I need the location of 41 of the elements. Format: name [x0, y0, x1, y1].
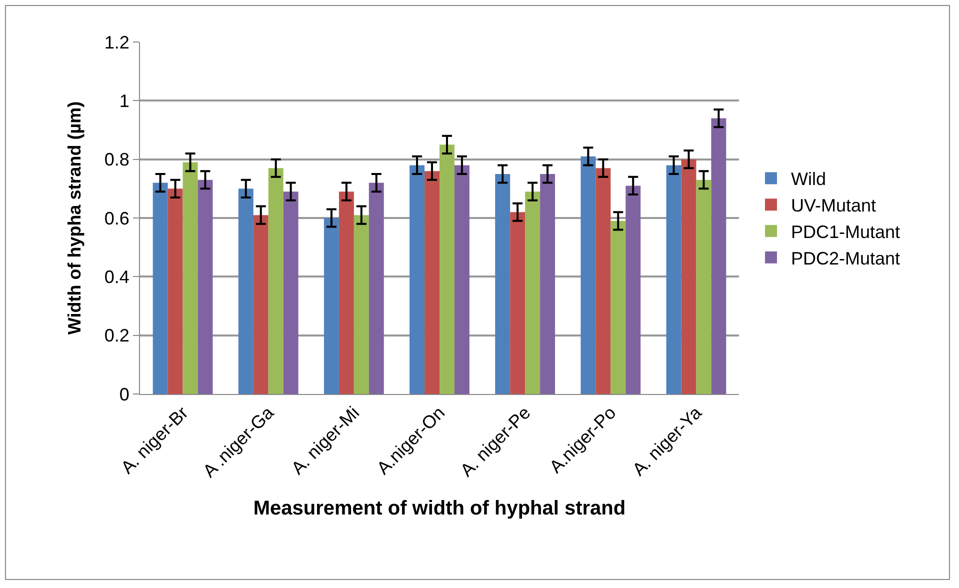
bar — [454, 165, 470, 394]
y-tick-label: 0 — [119, 384, 130, 404]
bar — [681, 159, 696, 394]
legend-label: UV-Mutant — [790, 196, 876, 216]
bar — [354, 215, 369, 394]
legend-label: PDC1-Mutant — [790, 222, 900, 242]
y-tick-label: 0.6 — [104, 208, 130, 228]
bar — [338, 192, 354, 394]
bar — [510, 212, 526, 394]
bar — [666, 165, 682, 394]
y-tick-label: 0.2 — [104, 326, 130, 346]
y-tick-label: 0.8 — [104, 150, 130, 170]
bar — [626, 186, 641, 394]
bar — [283, 192, 298, 394]
y-tick-label: 0.4 — [104, 266, 130, 287]
legend-label: PDC2-Mutant — [790, 248, 900, 268]
bar — [324, 218, 339, 394]
bar — [152, 182, 168, 394]
y-tick-label: 1 — [119, 90, 130, 111]
bar — [424, 171, 440, 394]
bar — [610, 220, 626, 394]
y-tick-label: 1.2 — [104, 32, 130, 52]
x-axis-title: Measurement of width of hyphal strand — [253, 498, 626, 520]
bar — [540, 174, 556, 394]
bar — [440, 144, 454, 394]
bar — [168, 188, 183, 394]
bar — [253, 215, 268, 394]
bar — [198, 180, 213, 394]
bar — [525, 192, 540, 394]
bar — [696, 180, 712, 394]
bar — [596, 168, 611, 394]
bar — [268, 168, 284, 394]
bar — [182, 162, 198, 394]
bar — [495, 174, 510, 394]
bar — [711, 118, 726, 394]
bar — [368, 182, 384, 394]
bar — [238, 188, 254, 394]
y-axis-title: Width of hypha strand (µm) — [64, 101, 85, 335]
legend-label: Wild — [790, 169, 826, 190]
bar — [580, 156, 596, 394]
bar — [410, 165, 425, 394]
